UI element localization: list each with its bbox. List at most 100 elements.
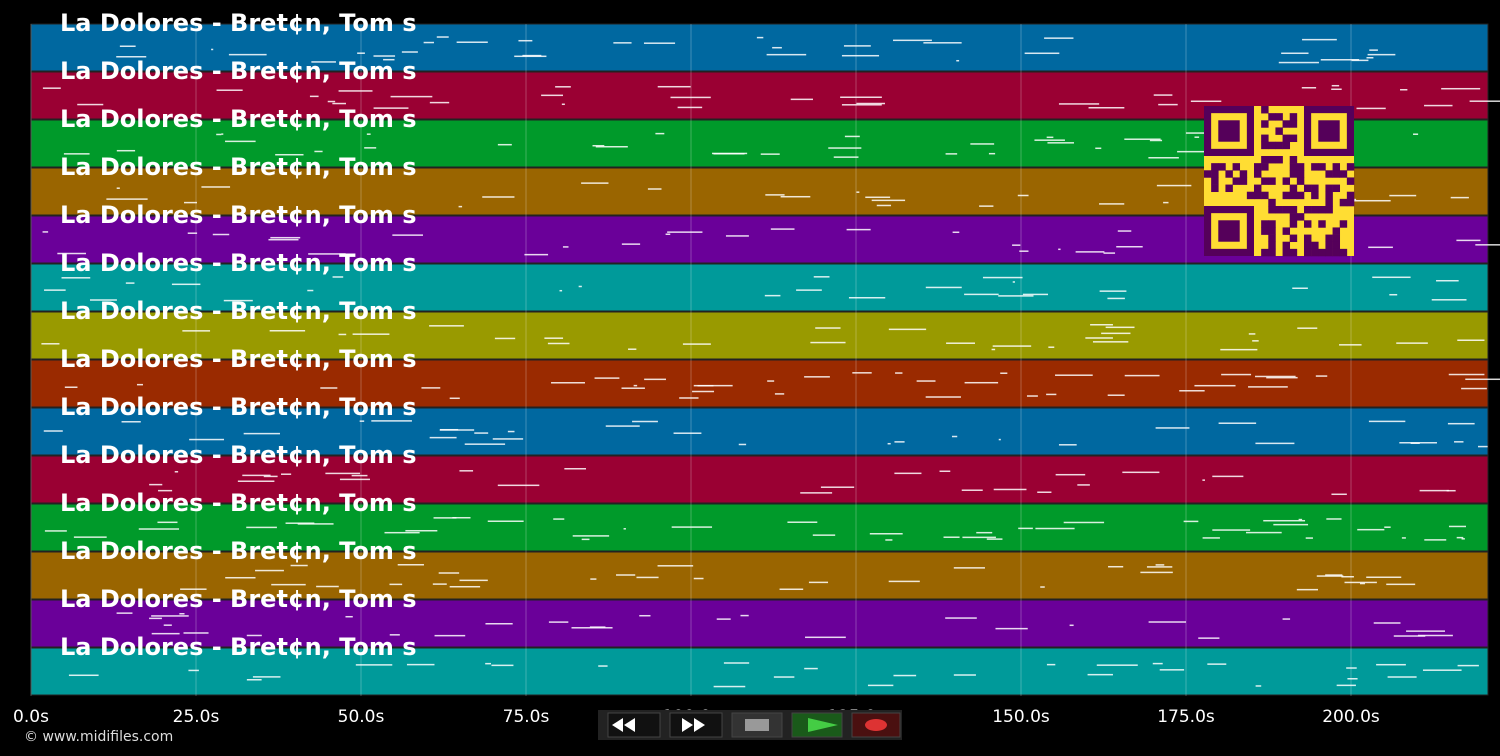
qr-finder: [1203, 205, 1254, 256]
note: [433, 517, 457, 519]
qr-module: [1289, 234, 1298, 243]
tick-label: 150.0s: [992, 707, 1050, 727]
note: [364, 147, 377, 149]
note: [149, 483, 163, 486]
note: [841, 104, 882, 106]
note: [667, 231, 703, 233]
note: [271, 583, 306, 586]
qr-module: [1325, 184, 1333, 193]
note: [163, 624, 172, 626]
note: [995, 627, 1028, 630]
note: [1263, 519, 1306, 522]
note: [1419, 489, 1449, 492]
note: [894, 441, 905, 443]
track-label: La Dolores - Bret¢n, Tom s: [60, 297, 417, 325]
note: [228, 53, 267, 56]
note: [351, 474, 368, 477]
track-label: La Dolores - Bret¢n, Tom s: [60, 345, 417, 373]
note: [1055, 374, 1093, 376]
note: [1140, 571, 1173, 574]
qr-module: [1268, 248, 1276, 257]
note: [581, 538, 590, 541]
note: [1122, 471, 1160, 474]
qr-module: [1261, 134, 1269, 143]
qr-module: [1261, 156, 1269, 164]
note: [810, 341, 846, 344]
note: [1194, 384, 1236, 387]
note: [953, 567, 985, 569]
track-row: [30, 407, 1489, 456]
note: [1202, 479, 1205, 481]
note: [1387, 676, 1417, 678]
note: [1315, 375, 1328, 377]
rewind-button[interactable]: [607, 712, 661, 738]
note: [779, 588, 804, 591]
qr-module: [1282, 206, 1291, 214]
note: [497, 143, 512, 146]
note: [740, 614, 749, 617]
qr-module: [1289, 113, 1298, 121]
note: [392, 234, 423, 236]
note: [1012, 281, 1015, 283]
note: [541, 94, 564, 97]
note: [723, 662, 750, 664]
note: [876, 204, 892, 207]
note: [1347, 678, 1358, 680]
note: [738, 443, 747, 446]
note: [893, 39, 932, 42]
qr-module: [1296, 163, 1305, 171]
note: [1055, 473, 1086, 476]
note: [429, 436, 457, 439]
note: [1212, 529, 1251, 531]
note: [1069, 624, 1074, 627]
note: [813, 276, 830, 278]
note: [371, 420, 412, 422]
track-labels: La Dolores - Bret¢n, Tom s La Dolores - B…: [60, 9, 417, 661]
note: [1046, 393, 1057, 396]
note: [497, 484, 540, 487]
note: [578, 285, 582, 288]
qr-module: [1254, 184, 1262, 193]
note: [998, 438, 1001, 441]
track-label: La Dolores - Bret¢n, Tom s: [60, 9, 417, 37]
record-button[interactable]: [851, 712, 901, 738]
qr-module: [1289, 134, 1298, 143]
note: [1034, 139, 1065, 141]
qr-finder: [1203, 105, 1254, 156]
track-row: [30, 359, 1489, 408]
note: [548, 621, 569, 623]
qr-finder: [1318, 120, 1340, 142]
qr-module: [1311, 248, 1319, 257]
note: [255, 569, 284, 572]
note: [925, 286, 962, 289]
note: [188, 669, 199, 672]
note: [116, 149, 136, 152]
note: [1063, 521, 1105, 524]
note: [1248, 386, 1288, 388]
play-button[interactable]: [791, 712, 843, 738]
stop-button[interactable]: [731, 712, 783, 738]
note: [592, 144, 605, 147]
qr-module: [1332, 163, 1341, 171]
note: [246, 526, 277, 529]
qr-module: [1289, 120, 1298, 128]
note: [756, 36, 764, 39]
note: [242, 474, 271, 477]
note: [275, 153, 304, 156]
note: [643, 42, 676, 44]
note: [42, 87, 61, 89]
note: [149, 617, 162, 620]
note: [713, 685, 746, 688]
note: [1339, 344, 1362, 346]
note: [998, 295, 1034, 297]
note: [848, 296, 886, 299]
note: [1400, 88, 1408, 91]
forward-button[interactable]: [669, 712, 723, 738]
track-label: La Dolores - Bret¢n, Tom s: [60, 393, 417, 421]
note: [1085, 337, 1113, 339]
note: [951, 435, 958, 438]
note: [561, 103, 565, 106]
note: [1305, 537, 1313, 539]
note: [421, 387, 441, 389]
note: [269, 330, 306, 332]
